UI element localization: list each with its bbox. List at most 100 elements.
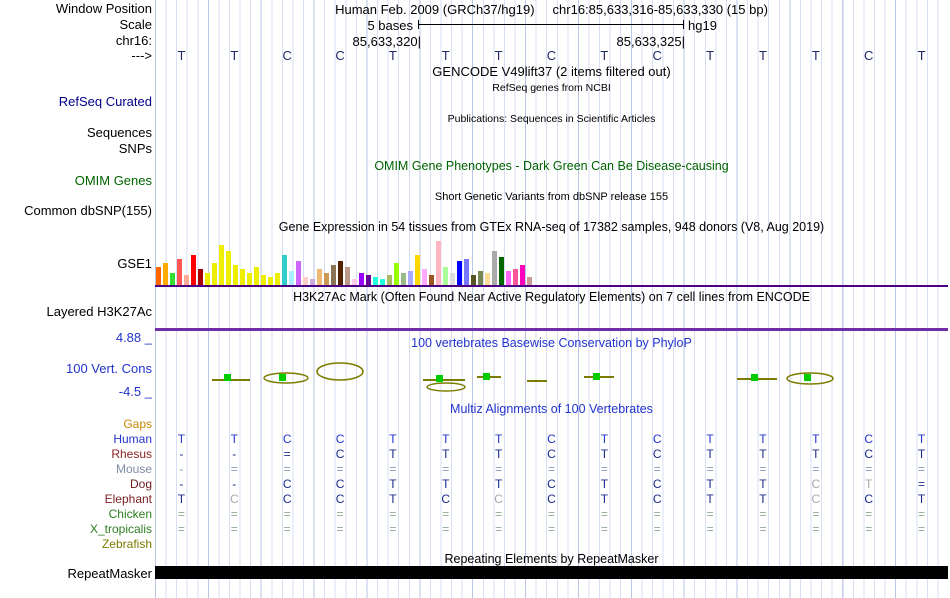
align-base: = <box>177 507 185 521</box>
gtex-tissue-bar <box>338 261 343 285</box>
sequences-label[interactable]: Sequences <box>86 125 152 140</box>
scale-bar <box>418 20 684 29</box>
alignment-row-x_tropicalis[interactable]: = = = = = = = = = = = = = = = <box>155 522 948 536</box>
gtex-tissue-bar <box>254 267 259 285</box>
align-base: = <box>918 507 926 521</box>
species-label-human[interactable]: Human <box>113 432 152 446</box>
omim-genes-label[interactable]: OMIM Genes <box>74 173 152 188</box>
base-letter: T <box>600 48 609 63</box>
align-base: = <box>600 522 608 536</box>
align-base: = <box>283 447 291 461</box>
ruler-coordinate-right: 85,633,325| <box>616 34 685 49</box>
align-base: T <box>812 447 820 461</box>
align-base: = <box>283 522 291 536</box>
scale-label[interactable]: Scale <box>119 17 152 32</box>
gtex-tissue-bar <box>366 275 371 285</box>
gtex-tissue-bar <box>184 275 189 285</box>
base-letter: T <box>441 48 450 63</box>
gtex-tissue-bar <box>464 259 469 285</box>
gtex-tissue-bar <box>471 275 476 285</box>
gtex-baseline <box>155 285 948 287</box>
species-label-x_tropicalis[interactable]: X_tropicalis <box>89 522 152 536</box>
gtex-tissue-bar <box>310 279 315 285</box>
chromosome-label[interactable]: chr16: <box>115 33 152 48</box>
vert-cons-label[interactable]: 100 Vert. Cons <box>66 361 152 376</box>
gtex-tissue-bar <box>520 265 525 285</box>
assembly-title: Human Feb. 2009 (GRCh37/hg19) <box>335 2 535 17</box>
snps-label[interactable]: SNPs <box>118 141 152 156</box>
base-letter: T <box>494 48 503 63</box>
align-base: C <box>652 432 662 446</box>
gencode-track-title: GENCODE V49lift37 (2 items filtered out) <box>432 64 671 79</box>
align-base: = <box>759 507 767 521</box>
common-dbsnp-label[interactable]: Common dbSNP(155) <box>24 203 152 218</box>
species-label-gaps[interactable]: Gaps <box>123 417 152 431</box>
gtex-tissue-bar <box>331 265 336 285</box>
gtex-tissue-bar <box>198 269 203 285</box>
repeatmasker-label[interactable]: RepeatMasker <box>67 566 152 581</box>
align-base: = <box>653 462 661 476</box>
species-label-elephant[interactable]: Elephant <box>104 492 152 506</box>
align-base: C <box>335 477 345 491</box>
align-base: C <box>282 477 292 491</box>
species-label-chicken[interactable]: Chicken <box>108 507 152 521</box>
gtex-tissue-bar <box>506 271 511 285</box>
align-base: = <box>812 522 820 536</box>
repeatmasker-track-title: Repeating Elements by RepeatMasker <box>444 552 659 566</box>
align-base: = <box>336 462 344 476</box>
align-base: = <box>653 522 661 536</box>
species-label-mouse[interactable]: Mouse <box>115 462 152 476</box>
h3k27ac-track-title: H3K27Ac Mark (Often Found Near Active Re… <box>293 290 810 304</box>
gtex-tissue-bar <box>212 263 217 285</box>
base-letter: C <box>282 48 292 63</box>
align-base: T <box>177 492 186 506</box>
gtex-tissue-bar <box>205 273 210 285</box>
position-range: chr16:85,633,316-85,633,330 (15 bp) <box>552 2 768 17</box>
gtex-expression-barchart[interactable] <box>156 239 538 285</box>
window-position-label[interactable]: Window Position <box>55 1 152 16</box>
align-base: = <box>389 522 397 536</box>
gene-gse1-label[interactable]: GSE1 <box>117 256 152 271</box>
scale-assembly: hg19 <box>688 18 717 33</box>
align-base: = <box>759 462 767 476</box>
gtex-tissue-bar <box>296 261 301 285</box>
align-base: = <box>706 522 714 536</box>
align-base: - <box>179 462 184 476</box>
gtex-tissue-bar <box>303 277 308 285</box>
alignment-row-chicken[interactable]: = = = = = = = = = = = = = = = <box>155 507 948 521</box>
refseq-curated-label[interactable]: RefSeq Curated <box>58 94 152 109</box>
align-base: T <box>389 447 397 461</box>
align-base: = <box>336 507 344 521</box>
conservation-min-label: -4.5 _ <box>118 384 152 399</box>
alignment-row-mouse[interactable]: - = = = = = = = = = = = = = = <box>155 462 948 476</box>
strand-arrow-label[interactable]: ---> <box>131 48 152 63</box>
base-letter: T <box>388 48 397 63</box>
gtex-tissue-bar <box>247 273 252 285</box>
align-base: C <box>335 432 345 446</box>
align-base: = <box>865 462 873 476</box>
align-base: = <box>442 462 450 476</box>
alignment-row-dog[interactable]: - - C C T T T C T C T T C T = <box>155 477 948 491</box>
alignment-row-rhesus[interactable]: - - = C T T T C T C T T T C T <box>155 447 948 461</box>
gtex-tissue-bar <box>485 273 490 285</box>
species-label-rhesus[interactable]: Rhesus <box>111 447 152 461</box>
align-base: C <box>547 447 556 461</box>
align-base: C <box>864 432 874 446</box>
gtex-tissue-bar <box>268 277 273 285</box>
repeatmasker-element-bar[interactable] <box>155 566 948 579</box>
align-base: T <box>600 447 609 461</box>
align-base: = <box>495 522 503 536</box>
align-base: C <box>811 492 821 506</box>
align-base: T <box>917 492 926 506</box>
species-label-dog[interactable]: Dog <box>129 477 152 491</box>
omim-track-title: OMIM Gene Phenotypes - Dark Green Can Be… <box>374 159 729 173</box>
gtex-tissue-bar <box>450 273 455 285</box>
align-base: = <box>230 462 238 476</box>
species-label-zebrafish[interactable]: Zebrafish <box>101 537 152 551</box>
align-base: C <box>652 447 662 461</box>
layered-h3k27ac-label[interactable]: Layered H3K27Ac <box>46 304 152 319</box>
h3k27ac-signal[interactable] <box>155 328 948 331</box>
